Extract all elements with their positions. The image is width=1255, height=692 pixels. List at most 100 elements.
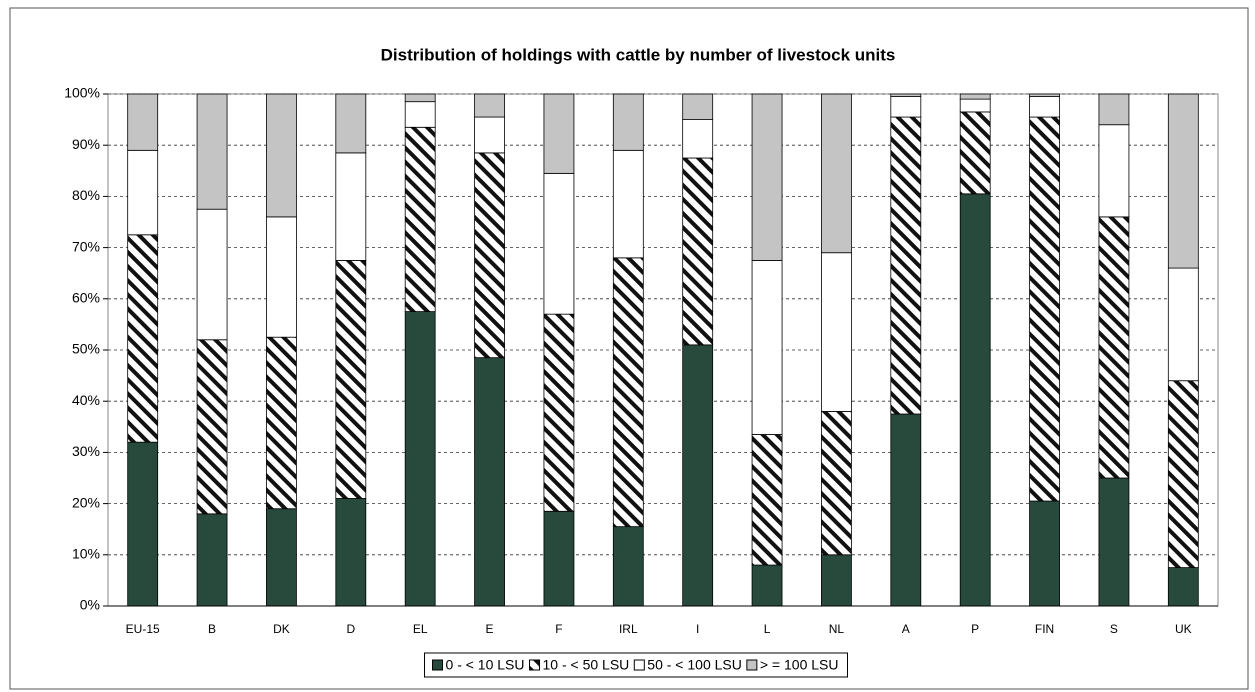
bar-segment (474, 116, 505, 154)
x-tick-label: IRL (619, 622, 638, 636)
y-tick-label: 30% (72, 443, 100, 459)
x-tick-label: D (346, 622, 355, 636)
x-tick-label: F (555, 622, 562, 636)
bar-segment (890, 116, 922, 415)
bar-segment (196, 513, 228, 607)
legend-swatch (529, 659, 541, 671)
bar-segment (821, 411, 852, 556)
y-tick-label: 50% (72, 341, 100, 357)
bar-segment (821, 93, 852, 254)
x-tick-label: I (696, 622, 699, 636)
bar-segment (1029, 500, 1060, 607)
x-tick-label: FIN (1035, 622, 1054, 636)
y-tick-label: 10% (72, 546, 100, 562)
legend-swatch (746, 659, 758, 671)
bar-segment (404, 101, 436, 128)
bar-segment (127, 234, 159, 443)
x-tick-label: S (1110, 622, 1118, 636)
legend-box (424, 652, 848, 678)
legend-label: 50 - < 100 LSU (647, 657, 742, 673)
bar-segment (751, 564, 783, 607)
legend-label: > = 100 LSU (760, 657, 839, 673)
bar-segment (751, 434, 783, 566)
bar-segment (404, 126, 436, 313)
bar-segment (1167, 93, 1199, 269)
bar-segment (612, 149, 644, 259)
bar-segment (335, 93, 367, 154)
bar-segment (335, 259, 367, 499)
bar-segment (1098, 93, 1130, 126)
bar-segment (404, 311, 436, 607)
bar-segment (474, 152, 505, 359)
bar-segment (612, 257, 644, 528)
bar-segment (543, 93, 575, 174)
bar-segment (266, 216, 297, 338)
legend-swatch (633, 659, 645, 671)
bar-segment (1029, 96, 1060, 118)
bar-segment (543, 313, 575, 512)
y-tick-label: 60% (72, 290, 100, 306)
y-tick-label: 20% (72, 494, 100, 510)
y-tick-label: 0% (80, 597, 100, 613)
bar-segment (612, 93, 644, 151)
x-tick-label: L (764, 622, 771, 636)
bar-segment (890, 93, 922, 97)
bar-segment (543, 172, 575, 315)
bar-segment (404, 93, 436, 103)
x-tick-label: EL (413, 622, 428, 636)
x-tick-label: B (208, 622, 216, 636)
bar-segment (890, 96, 922, 118)
bar-segment (682, 157, 714, 346)
bar-segment (266, 93, 297, 218)
bar-segment (682, 119, 714, 159)
bar-segment (1098, 216, 1130, 479)
bar-segment (127, 441, 159, 607)
x-tick-label: DK (273, 622, 290, 636)
bar-segment (1167, 567, 1199, 607)
y-tick-label: 80% (72, 187, 100, 203)
bar-segment (751, 93, 783, 261)
bar-segment (196, 339, 228, 515)
y-tick-label: 40% (72, 392, 100, 408)
x-tick-label: NL (829, 622, 845, 636)
bar-segment (335, 498, 367, 607)
bar-segment (335, 152, 367, 261)
x-tick-label: A (902, 622, 910, 636)
bar-segment (959, 193, 991, 607)
legend-label: 10 - < 50 LSU (543, 657, 630, 673)
bar-segment (1029, 116, 1060, 502)
bar-segment (1167, 267, 1199, 382)
x-tick-label: P (971, 622, 979, 636)
bar-segment (127, 149, 159, 236)
y-tick-label: 90% (72, 136, 100, 152)
bar-segment (751, 259, 783, 435)
y-tick-label: 100% (64, 85, 100, 101)
bar-segment (821, 252, 852, 412)
x-tick-label: E (486, 622, 494, 636)
bar-segment (1098, 477, 1130, 607)
bar-segment (196, 93, 228, 210)
x-tick-label: EU-15 (126, 622, 160, 636)
bar-segment (612, 526, 644, 607)
bar-segment (196, 208, 228, 341)
bar-segment (890, 413, 922, 607)
chart-title: Distribution of holdings with cattle by … (381, 45, 896, 64)
bar-segment (1167, 380, 1199, 569)
bar-segment (682, 93, 714, 121)
bar-segment (1098, 124, 1130, 218)
bar-segment (1029, 93, 1060, 97)
bar-segment (127, 93, 159, 151)
legend-label: 0 - < 10 LSU (446, 657, 525, 673)
bar-segment (959, 93, 991, 100)
y-tick-label: 70% (72, 238, 100, 254)
legend-swatch (432, 659, 444, 671)
bar-segment (266, 508, 297, 607)
bar-segment (959, 98, 991, 113)
bar-segment (959, 111, 991, 195)
bar-segment (821, 554, 852, 607)
bar-segment (474, 93, 505, 118)
x-tick-label: UK (1175, 622, 1192, 636)
bar-segment (474, 357, 505, 607)
bar-segment (543, 510, 575, 607)
